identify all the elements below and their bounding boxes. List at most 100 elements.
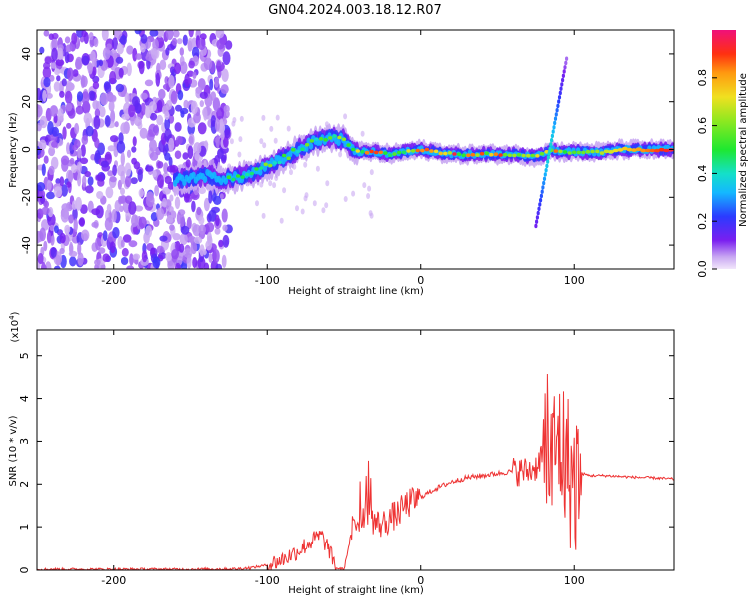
snr-y-tick-label: 5: [18, 352, 31, 359]
spectrogram-peak-cell: [263, 162, 268, 167]
spectrogram-noise-blob: [229, 138, 234, 145]
spectrogram-noise-blob: [151, 48, 158, 60]
spectrogram-noise-blob: [343, 113, 348, 120]
spectrogram-noise-blob: [165, 30, 174, 41]
spectrogram-x-tick-label: 100: [564, 274, 585, 287]
spectrogram-peak-cell: [341, 137, 347, 142]
spectrogram-noise-blob: [120, 239, 125, 248]
spectrogram-peak-cell: [429, 149, 434, 153]
spectrogram-peak-cell: [360, 149, 365, 154]
spectrogram-peak-cell: [590, 149, 595, 154]
spectrogram-noise-blob: [303, 161, 308, 168]
spectrogram-noise-blob: [121, 247, 129, 257]
spectrogram-peak-cell: [351, 147, 356, 152]
spectrogram-noise-blob: [104, 217, 113, 231]
spectrogram-noise-blob: [117, 179, 122, 190]
spectrogram-noise-blob: [182, 34, 188, 46]
spectrogram-peak-cell: [526, 153, 531, 158]
spectrogram-noise-blob: [203, 57, 213, 70]
spectrogram-peak-cell: [286, 156, 291, 161]
spectrogram-peak-cell: [493, 152, 499, 156]
spectrogram-noise-blob: [90, 50, 96, 62]
spectrogram-noise-blob: [115, 83, 125, 93]
spectrogram-spike-cell: [546, 159, 550, 164]
spectrogram-spike-cell: [541, 185, 545, 190]
spectrogram-peak-cell: [323, 138, 328, 142]
spectrogram-peak-cell: [235, 174, 241, 178]
spectrogram-noise-blob: [53, 81, 61, 92]
spectrogram-noise-blob: [46, 231, 52, 244]
spectrogram-peak-cell: [535, 154, 540, 158]
spectrogram-spike-cell: [553, 116, 558, 121]
spectrogram-noise-blob: [109, 241, 116, 254]
spectrogram-noise-blob: [295, 205, 299, 212]
spectrogram-noise-blob: [116, 42, 124, 55]
spectrogram-noise-blob: [113, 30, 123, 40]
spectrogram-noise-blob: [338, 151, 343, 158]
spectrogram-peak-cell: [621, 146, 628, 151]
spectrogram-signal-cell: [223, 177, 228, 185]
spectrogram-noise-blob: [220, 84, 229, 95]
spectrogram-noise-blob: [218, 239, 224, 248]
spectrogram-noise-blob: [138, 216, 147, 229]
spectrogram-noise-blob: [193, 142, 202, 155]
spectrogram-noise-blob: [71, 32, 78, 45]
spectrogram-noise-blob: [169, 194, 174, 202]
spectrogram-noise-blob: [190, 240, 198, 255]
spectrogram-spike-cell: [553, 120, 557, 126]
spectrogram-noise-blob: [168, 75, 175, 89]
spectrogram-peak-cell: [484, 151, 489, 155]
spectrogram-noise-blob: [220, 37, 227, 45]
spectrogram-noise-blob: [39, 227, 46, 242]
colorbar-tick-label: 0.8: [696, 69, 709, 87]
spectrogram-peak-cell: [626, 147, 633, 152]
colorbar-tick-label: 0.0: [696, 260, 709, 278]
spectrogram-noise-blob: [184, 73, 190, 88]
spectrogram-noise-blob: [303, 195, 308, 202]
spectrogram-noise-blob: [131, 157, 138, 165]
spectrogram-noise-blob: [55, 178, 61, 185]
spectrogram-noise-blob: [174, 262, 181, 269]
spectrogram-peak-cell: [406, 149, 411, 153]
spectrogram-noise-blob: [210, 91, 217, 101]
spectrogram-noise-blob: [157, 161, 164, 169]
spectrogram-noise-blob: [46, 191, 55, 200]
spectrogram-peak-cell: [612, 148, 619, 153]
spectrogram-noise-blob: [158, 88, 166, 100]
spectrogram-noise-blob: [180, 110, 185, 118]
spectrogram-noise-blob: [82, 175, 87, 188]
spectrogram-peak-cell: [635, 147, 642, 151]
snr-y-scale-base: (x10: [10, 320, 21, 343]
spectrogram-noise-blob: [101, 30, 109, 41]
spectrogram-noise-blob: [93, 37, 99, 48]
spectrogram-noise-blob: [215, 263, 223, 269]
spectrogram-noise-blob: [179, 61, 188, 74]
spectrogram-noise-blob: [91, 208, 101, 216]
spectrogram-noise-blob: [210, 115, 217, 127]
spectrogram-noise-blob: [192, 71, 197, 79]
spectrogram-noise-blob: [139, 127, 148, 139]
spectrogram-noise-blob: [64, 36, 71, 44]
spectrogram-peak-cell: [576, 150, 581, 155]
spectrogram-noise-blob: [50, 247, 57, 258]
spectrogram-noise-blob: [222, 234, 230, 248]
spectrogram-noise-blob: [169, 224, 175, 231]
spectrogram-noise-blob: [59, 90, 65, 98]
spectrogram-noise-blob: [88, 90, 96, 101]
snr-x-tick-label: 0: [417, 574, 424, 587]
spectrogram-noise-blob: [41, 206, 50, 215]
spectrogram-spike-cell: [555, 108, 559, 113]
spectrogram-peak-cell: [258, 166, 264, 170]
spectrogram-noise-blob: [152, 38, 160, 51]
spectrogram-noise-blob: [85, 125, 94, 137]
spectrogram-noise-blob: [131, 214, 139, 228]
spectrogram-noise-blob: [120, 122, 128, 134]
spectrogram-peak-cell: [663, 148, 670, 153]
spectrogram-spike-cell: [545, 163, 549, 169]
spectrogram-noise-blob: [124, 195, 133, 204]
spectrogram-y-tick-label: 0: [20, 146, 33, 153]
spectrogram-noise-blob: [211, 206, 220, 214]
spectrogram-noise-blob: [102, 47, 111, 60]
spectrogram-noise-blob: [150, 212, 158, 222]
spectrogram-peak-cell: [369, 149, 374, 154]
